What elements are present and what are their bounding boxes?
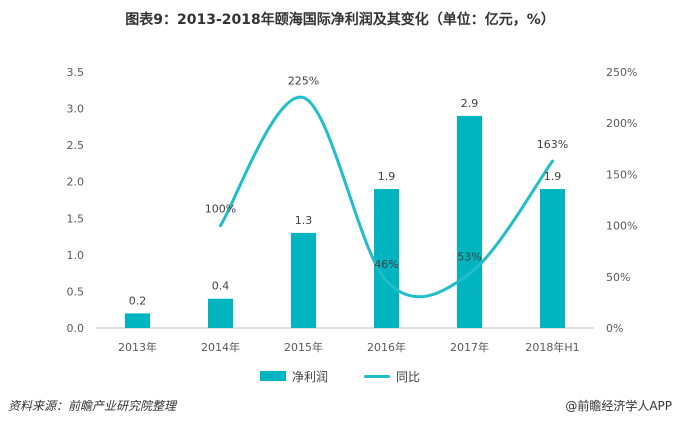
y-left-tick-label: 1.0 bbox=[67, 249, 85, 262]
x-tick-label: 2018年H1 bbox=[525, 340, 579, 354]
y-right-tick-label: 100% bbox=[606, 220, 637, 233]
line-data-label: 100% bbox=[205, 203, 236, 216]
y-left-tick-label: 0.0 bbox=[67, 322, 85, 335]
bar-net-profit bbox=[540, 189, 565, 328]
line-data-label: 53% bbox=[457, 251, 481, 264]
legend: 净利润 同比 bbox=[0, 366, 680, 386]
brand-watermark: @前瞻经济学人APP bbox=[565, 399, 672, 413]
y-left-tick-label: 2.5 bbox=[67, 139, 85, 152]
y-left-tick-label: 0.5 bbox=[67, 285, 85, 298]
source-note: 资料来源：前瞻产业研究院整理 bbox=[8, 399, 177, 413]
chart-title: 图表9：2013-2018年颐海国际净利润及其变化（单位：亿元，%） bbox=[125, 12, 555, 28]
y-left-tick-label: 3.5 bbox=[67, 66, 85, 79]
legend-item-net-profit: 净利润 bbox=[259, 368, 328, 385]
y-right-tick-label: 200% bbox=[606, 117, 637, 130]
bar-data-label: 2.9 bbox=[461, 97, 479, 110]
bar-net-profit bbox=[125, 313, 150, 328]
bar-data-label: 1.3 bbox=[295, 214, 313, 227]
y-left-tick-label: 1.5 bbox=[67, 212, 85, 225]
bar-data-label: 0.2 bbox=[129, 294, 147, 307]
line-data-label: 163% bbox=[537, 138, 568, 151]
legend-bar-swatch bbox=[259, 371, 286, 381]
y-right-tick-label: 50% bbox=[606, 271, 630, 284]
bar-data-label: 1.9 bbox=[544, 170, 562, 183]
y-right-tick-label: 0% bbox=[606, 322, 623, 335]
legend-label-yoy: 同比 bbox=[396, 369, 421, 384]
legend-item-yoy: 同比 bbox=[364, 368, 420, 385]
x-tick-label: 2016年 bbox=[367, 340, 406, 354]
y-right-tick-label: 250% bbox=[606, 66, 637, 79]
x-tick-label: 2017年 bbox=[450, 340, 489, 354]
line-yoy-growth bbox=[219, 95, 554, 299]
bar-net-profit bbox=[291, 232, 316, 328]
legend-line-swatch bbox=[364, 374, 390, 378]
y-right-tick-label: 150% bbox=[606, 168, 637, 181]
legend-label-net-profit: 净利润 bbox=[291, 369, 328, 384]
bar-net-profit bbox=[374, 189, 399, 328]
x-tick-label: 2013年 bbox=[118, 340, 157, 354]
bar-data-label: 0.4 bbox=[212, 280, 230, 293]
y-left-tick-label: 3.0 bbox=[67, 103, 85, 116]
line-data-label: 225% bbox=[288, 75, 319, 88]
x-tick-label: 2014年 bbox=[201, 340, 240, 354]
bar-data-label: 1.9 bbox=[378, 170, 396, 183]
bar-net-profit bbox=[208, 298, 233, 328]
line-data-label: 46% bbox=[374, 258, 398, 271]
bar-net-profit bbox=[457, 115, 482, 328]
chart-area: 0.0 0.5 1.0 1.5 2.0 2.5 3.0 3.5 0% 50% 100% 150% 200… bbox=[67, 66, 638, 354]
x-tick-label: 2015年 bbox=[284, 340, 323, 354]
y-left-tick-label: 2.0 bbox=[67, 176, 85, 189]
